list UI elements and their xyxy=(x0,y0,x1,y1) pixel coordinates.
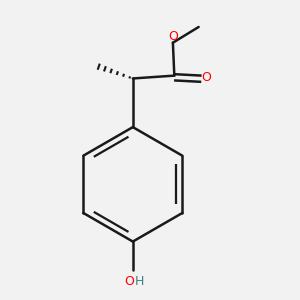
Text: O: O xyxy=(168,30,178,43)
Text: O: O xyxy=(202,70,212,83)
Text: H: H xyxy=(134,275,144,288)
Text: O: O xyxy=(124,275,134,288)
